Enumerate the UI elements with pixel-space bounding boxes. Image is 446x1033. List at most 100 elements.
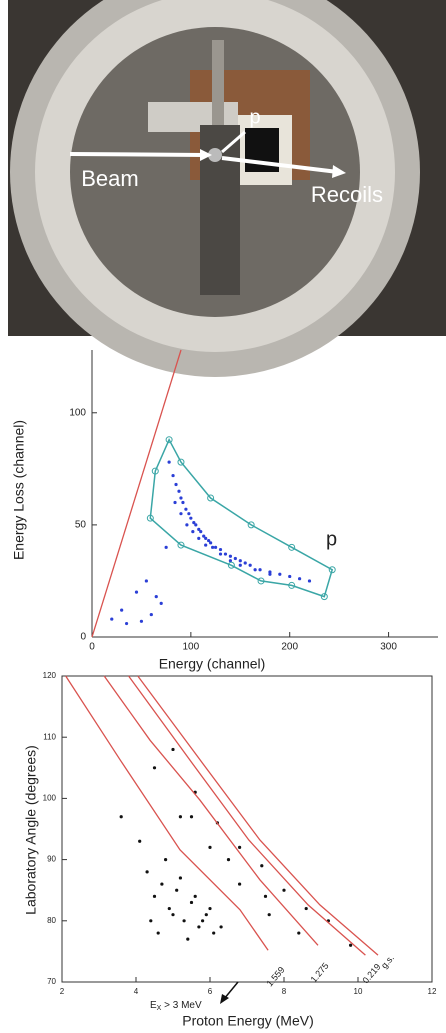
data-point: [228, 554, 232, 558]
data-point: [189, 900, 194, 905]
data-point: [202, 534, 206, 538]
target: [208, 148, 222, 162]
data-point: [212, 931, 216, 935]
gate-vertex: [165, 436, 173, 444]
data-point: [167, 460, 171, 464]
gate-vertex: [257, 577, 265, 585]
data-point: [288, 574, 292, 579]
data-point: [184, 507, 188, 511]
data-point: [145, 870, 149, 874]
data-point: [298, 577, 302, 581]
gate-vertex: [328, 566, 336, 574]
gate-vertex: [177, 541, 185, 549]
data-point: [253, 568, 257, 572]
data-point: [179, 496, 183, 500]
data-point: [278, 572, 282, 576]
data-point: [154, 595, 158, 599]
data-point: [159, 601, 163, 605]
gate-vertex: [146, 514, 154, 522]
curve: [91, 349, 182, 638]
annotation-part: > 3 MeV: [161, 1000, 202, 1011]
data-point: [243, 561, 247, 565]
data-point: [134, 590, 139, 594]
data-point: [208, 845, 212, 849]
data-point: [223, 552, 228, 556]
data-point: [268, 572, 272, 576]
gate-vertex: [207, 494, 215, 502]
photo-label: p: [249, 106, 260, 128]
data-point: [219, 925, 223, 929]
data-point: [189, 516, 193, 520]
data-point: [268, 570, 272, 574]
data-point: [233, 556, 237, 561]
chart: 0 100 200 300 0 50 100 Energy (channel) Energy L…: [11, 349, 438, 672]
y-tick-label: 110: [43, 732, 56, 741]
data-point: [156, 931, 160, 935]
data-point: [177, 489, 181, 493]
data-point: [263, 894, 268, 898]
data-point: [199, 530, 203, 534]
data-point: [248, 563, 252, 567]
curve: [65, 675, 269, 951]
data-point: [138, 839, 142, 843]
data-point: [282, 888, 286, 892]
x-tick-label: 8: [282, 987, 287, 996]
data-point: [193, 894, 197, 898]
x-tick-label: 200: [281, 642, 298, 653]
data-point: [160, 882, 164, 886]
data-point: [171, 473, 175, 478]
data-point: [175, 888, 179, 892]
annotation: EX > 3 MeV: [150, 1000, 202, 1012]
data-point: [139, 619, 144, 623]
data-point: [171, 913, 175, 917]
data-point: [179, 512, 183, 516]
beam-arrowhead: [200, 149, 212, 161]
data-point: [164, 545, 168, 549]
data-point: [149, 612, 153, 617]
annotation-arrowhead: [220, 994, 229, 1004]
data-point: [167, 906, 171, 911]
photo-label: Recoils: [311, 182, 383, 207]
data-point: [144, 579, 148, 583]
data-point: [174, 482, 178, 487]
data-point: [208, 906, 212, 911]
gate: [149, 437, 334, 598]
data-point: [349, 943, 353, 947]
x-tick-label: 100: [183, 642, 200, 653]
data-point: [228, 559, 232, 563]
data-point: [213, 545, 218, 549]
data-point: [152, 894, 157, 898]
data-point: [238, 563, 242, 567]
curve: [128, 675, 366, 956]
gate-vertex: [320, 593, 328, 601]
data-point: [218, 552, 223, 556]
data-point: [197, 925, 201, 929]
gate-vertex: [288, 581, 296, 589]
data-point: [186, 937, 190, 941]
y-tick-label: 100: [69, 407, 86, 418]
data-point: [211, 545, 215, 549]
data-point: [207, 538, 211, 543]
data-point: [258, 568, 262, 572]
proton-arrow: [221, 130, 246, 154]
annotation-part: X: [157, 1005, 162, 1012]
data-point: [238, 559, 242, 563]
data-point: [149, 919, 153, 923]
data-point: [204, 543, 208, 547]
data-point: [192, 521, 196, 525]
data-point: [181, 500, 185, 505]
y-tick-label: 0: [80, 632, 86, 643]
data-point: [307, 579, 312, 583]
data-point: [209, 541, 213, 545]
y-tick-label: 50: [75, 520, 87, 531]
chart: 2 4 6 8 10 12 70 80 90 100 110 120 Proton Energy (Me…: [23, 671, 437, 1029]
data-point: [185, 523, 189, 527]
data-point: [191, 530, 195, 534]
data-point: [187, 512, 191, 516]
x-tick-label: 10: [354, 987, 363, 996]
rod: [212, 40, 224, 140]
recoil-arrowhead: [332, 165, 346, 178]
curve: [103, 675, 319, 946]
x-tick-label: 300: [380, 642, 397, 653]
